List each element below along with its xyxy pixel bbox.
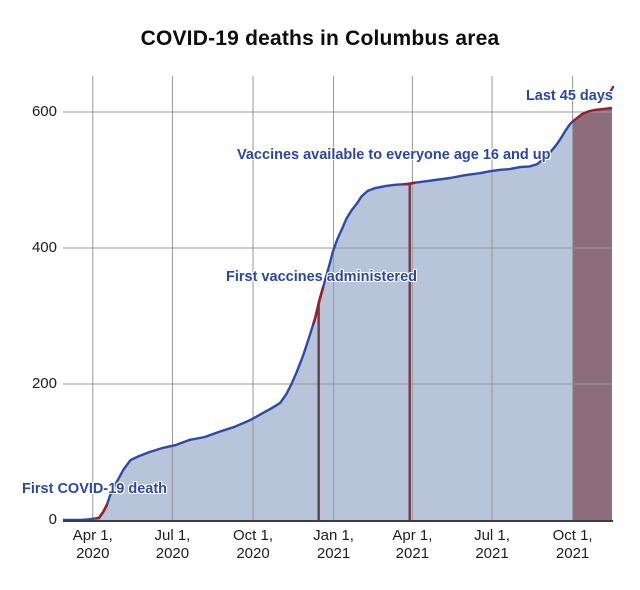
last-45-days-area <box>572 107 612 521</box>
annotation-first-vaccines: First vaccines administered <box>226 269 417 285</box>
annotation-vaccines-16-up: Vaccines available to everyone age 16 an… <box>237 147 551 163</box>
chart-title: COVID-19 deaths in Columbus area <box>140 27 500 50</box>
annotation-first-covid-death: First COVID-19 death <box>22 481 168 497</box>
event-red-segment-first-covid-death <box>95 503 109 520</box>
x-tick-label: Oct 1, 2021 <box>552 527 593 562</box>
x-tick-label: Jul 1, 2021 <box>474 527 510 562</box>
deaths-line-last-45-days <box>571 106 613 123</box>
x-tick-label: Oct 1, 2020 <box>232 527 273 562</box>
y-tick-label: 0 <box>48 511 57 528</box>
line-end-flourish <box>600 85 615 100</box>
x-tick-label: Apr 1, 2021 <box>392 527 433 562</box>
annotation-last-45-days: Last 45 days <box>525 88 613 104</box>
x-tick-label: Jan 1, 2021 <box>313 527 354 562</box>
x-tick-label: Apr 1, 2020 <box>72 527 113 562</box>
event-red-segment-vaccines-16-up <box>403 181 416 186</box>
y-tick-label: 600 <box>31 103 57 120</box>
y-tick-label: 200 <box>31 375 57 392</box>
x-tick-label: Jul 1, 2020 <box>154 527 191 562</box>
event-red-segment-first-vaccines <box>312 285 325 326</box>
y-tick-label: 400 <box>31 239 57 256</box>
deaths-line-blue <box>63 120 574 522</box>
